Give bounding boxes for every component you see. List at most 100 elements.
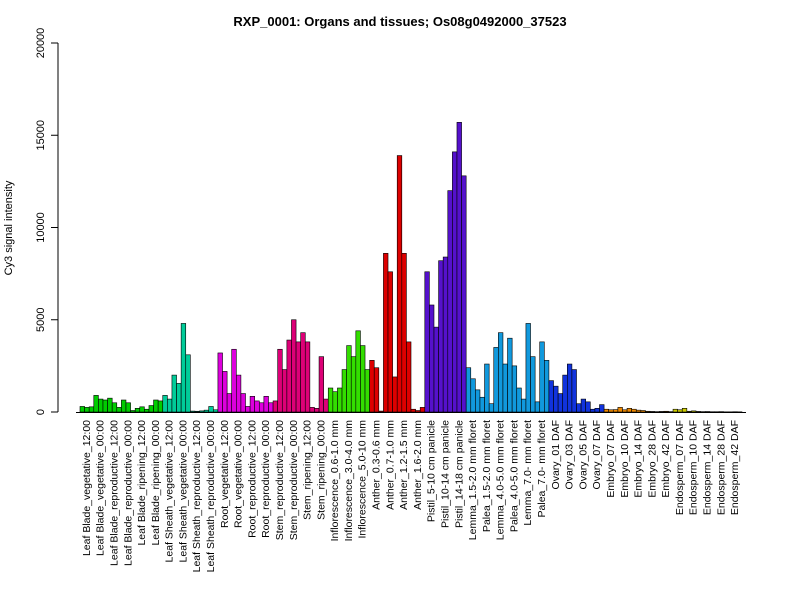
bar: [341, 369, 347, 413]
bar: [387, 271, 393, 413]
x-category-label: Pistil_5-10 cm panicle: [426, 420, 438, 522]
x-category-label: Leaf Blade_reproductive_12:00: [108, 420, 120, 566]
x-category-label: Palea_7.0- mm floret: [536, 420, 548, 518]
bar: [199, 410, 205, 413]
bar: [98, 398, 104, 413]
bar: [327, 387, 334, 413]
x-category-label: Endosperm_42 DAF: [729, 420, 741, 515]
x-category-label: Embryo_10 DAF: [619, 420, 631, 498]
x-category-label: Inflorescence_5.0-10 mm: [357, 420, 369, 539]
category-labels: Leaf Blade_vegetative_12:00 Leaf Blade_ve…: [81, 420, 741, 573]
bar: [171, 374, 177, 413]
bar: [410, 408, 416, 413]
bar: [231, 348, 237, 413]
bar: [236, 374, 242, 413]
bar: [626, 408, 632, 413]
bar: [511, 365, 518, 413]
bar: [318, 356, 324, 413]
bar: [213, 409, 219, 413]
bar: [217, 352, 223, 413]
bar: [452, 151, 458, 413]
bar: [263, 396, 269, 413]
bar: [438, 260, 444, 413]
x-category-label: Pistil_10-14 cm panicle: [439, 420, 451, 528]
bar: [700, 411, 706, 413]
bar: [254, 400, 260, 413]
x-category-label: Leaf Sheath_vegetative_12:00: [164, 420, 176, 563]
x-category-label: Inflorescence_0.6-1.0 mm: [329, 420, 341, 542]
bar: [539, 341, 545, 413]
bar: [649, 411, 655, 413]
bar: [709, 411, 715, 413]
x-category-label: Stem_ripening_12:00: [302, 420, 314, 520]
bar: [419, 407, 426, 413]
bar: [576, 403, 582, 413]
x-category-label: Ovary_01 DAF: [550, 420, 562, 489]
bar: [668, 411, 674, 413]
x-category-label: Root_reproductive_12:00: [246, 420, 258, 538]
bar: [373, 367, 380, 413]
y-tick-label: 20000: [35, 28, 47, 59]
x-category-label: Palea_1.5-2.0 mm floret: [481, 420, 493, 532]
x-category-label: Anther_0.7-1.0 mm: [384, 420, 396, 510]
x-category-label: Root_reproductive_00:00: [260, 420, 272, 538]
bar: [470, 378, 476, 413]
bar: [521, 398, 527, 413]
bar: [475, 389, 481, 413]
bar: [612, 409, 619, 413]
x-category-label: Leaf Sheath_reproductive_12:00: [191, 420, 203, 573]
bar: [130, 410, 136, 413]
x-category-label: Lemma_7.0- mm floret: [522, 420, 534, 526]
bar: [737, 411, 743, 413]
bar: [663, 410, 669, 413]
y-axis: 0 5000 10000 15000 20000: [35, 28, 59, 415]
bar: [176, 383, 182, 413]
bar: [502, 363, 508, 413]
bar: [291, 319, 297, 413]
bar: [732, 411, 738, 413]
bar: [571, 369, 577, 413]
bar: [493, 347, 499, 413]
bar: [672, 408, 678, 413]
bar: [424, 271, 430, 413]
bar: [640, 410, 646, 413]
bar: [240, 393, 246, 413]
bar: [534, 401, 541, 413]
bar: [203, 409, 210, 413]
bar: [465, 367, 472, 413]
bar: [718, 411, 724, 413]
bar: [580, 398, 586, 413]
bar: [562, 374, 568, 413]
x-category-label: Ovary_03 DAF: [564, 420, 576, 489]
x-category-label: Embryo_14 DAF: [633, 420, 645, 498]
bar: [162, 395, 168, 413]
bar: [295, 341, 301, 413]
bar: [121, 399, 127, 413]
x-category-label: Endosperm_28 DAF: [715, 420, 727, 515]
x-category-label: Root_vegetative_12:00: [219, 420, 231, 528]
bar: [658, 411, 665, 413]
bar: [194, 410, 200, 413]
bar: [153, 399, 159, 413]
y-tick-label: 0: [35, 409, 47, 415]
bar: [714, 411, 720, 413]
bar: [245, 406, 251, 413]
bar: [461, 175, 467, 413]
bar: [429, 304, 435, 413]
x-category-label: Palea_4.0-5.0 mm floret: [508, 420, 520, 532]
x-category-label: Lemma_4.0-5.0 mm floret: [495, 420, 507, 540]
bar: [332, 391, 338, 413]
bar: [456, 122, 462, 413]
x-category-label: Leaf Blade_ripening_00:00: [150, 420, 162, 546]
x-category-label: Ovary_05 DAF: [577, 420, 589, 489]
bar: [144, 408, 150, 413]
x-category-label: Endosperm_14 DAF: [702, 420, 714, 515]
x-category-label: Ovary_07 DAF: [591, 420, 603, 489]
bar: [111, 402, 118, 413]
x-category-label: Endosperm_07 DAF: [674, 420, 686, 515]
bar: [281, 369, 288, 413]
y-axis-label: Cy3 signal intensity: [3, 180, 15, 275]
bar: [79, 406, 85, 413]
bar: [383, 253, 389, 413]
